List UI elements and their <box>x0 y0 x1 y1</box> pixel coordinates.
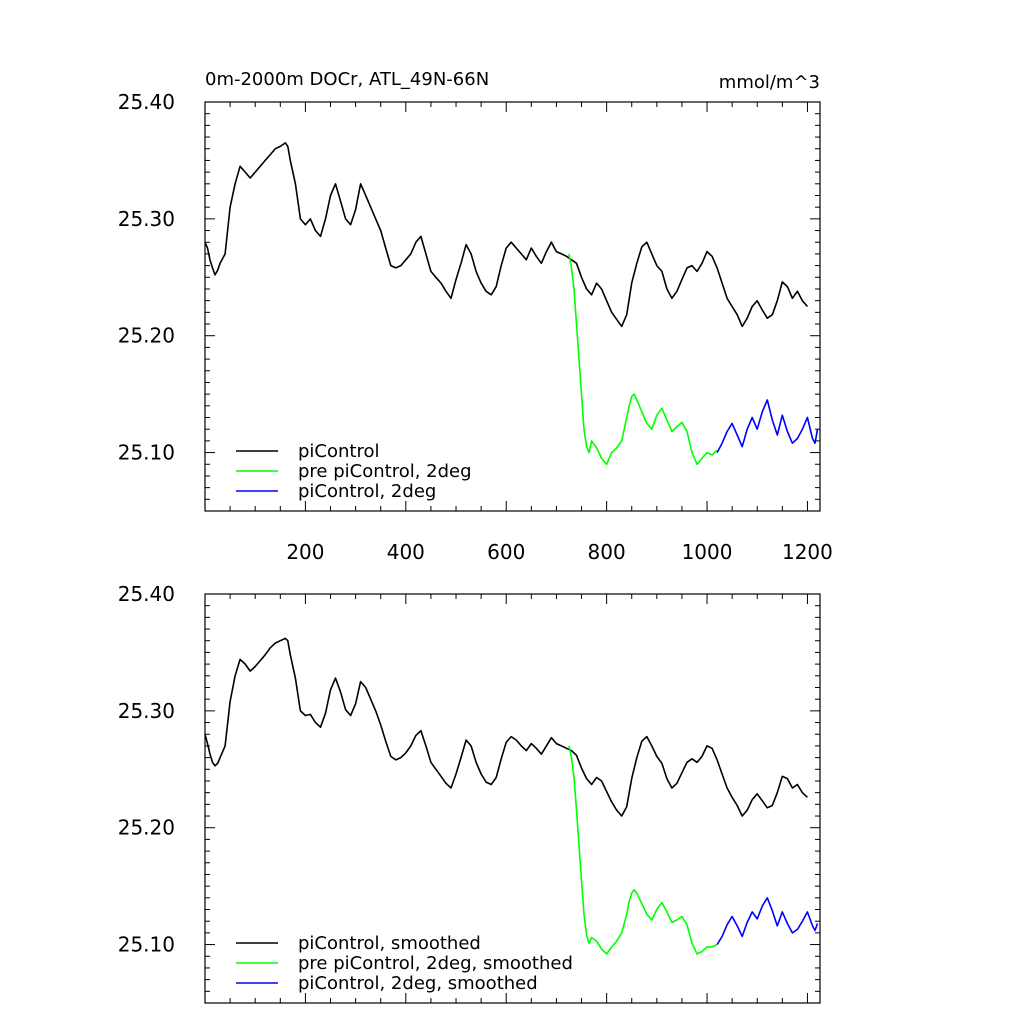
y-tick-label: 25.30 <box>118 207 175 231</box>
y-tick-label: 25.10 <box>118 441 175 465</box>
y-tick-label: 25.10 <box>118 933 175 957</box>
x-tick-label: 1200 <box>782 540 833 564</box>
series-line <box>204 637 808 817</box>
legend-label: pre piControl, 2deg <box>298 461 472 482</box>
y-tick-label: 25.30 <box>118 699 175 723</box>
legend-label: piControl, smoothed <box>298 933 481 954</box>
y-tick-label: 25.20 <box>118 324 175 348</box>
x-tick-label: 600 <box>487 540 525 564</box>
legend-label: piControl, 2deg <box>298 481 436 502</box>
chart-title: 0m-2000m DOCr, ATL_49N-66N <box>205 69 489 90</box>
axis-ticks: 200 400 600 800 1000 1200 25.10 25.20 25.30 25.40 <box>118 90 833 564</box>
bottom-panel: 25.10 25.20 25.30 25.40 piControl, smoothed… <box>118 582 821 1004</box>
legend-label: piControl, 2deg, smoothed <box>298 973 538 994</box>
y-tick-label: 25.40 <box>118 582 175 606</box>
series-line <box>716 896 819 946</box>
series-line <box>716 399 819 453</box>
legend-label: pre piControl, 2deg, smoothed <box>298 953 573 974</box>
series-line <box>568 745 718 955</box>
y-tick-label: 25.20 <box>118 816 175 840</box>
plot-frame <box>204 101 821 512</box>
series-lines <box>204 637 819 955</box>
series-line <box>568 253 718 466</box>
x-tick-label: 800 <box>588 540 626 564</box>
plot-frame <box>204 593 821 1004</box>
units-label: mmol/m^3 <box>719 72 820 93</box>
x-tick-label: 1000 <box>682 540 733 564</box>
series-lines <box>204 142 819 466</box>
axis-ticks: 25.10 25.20 25.30 25.40 <box>118 582 820 1004</box>
top-panel: 0m-2000m DOCr, ATL_49N-66N mmol/m^3 200 4… <box>118 69 833 564</box>
y-tick-label: 25.40 <box>118 90 175 114</box>
series-line <box>204 142 809 328</box>
legend-label: piControl <box>298 441 380 462</box>
x-tick-label: 200 <box>286 540 324 564</box>
x-tick-label: 400 <box>387 540 425 564</box>
